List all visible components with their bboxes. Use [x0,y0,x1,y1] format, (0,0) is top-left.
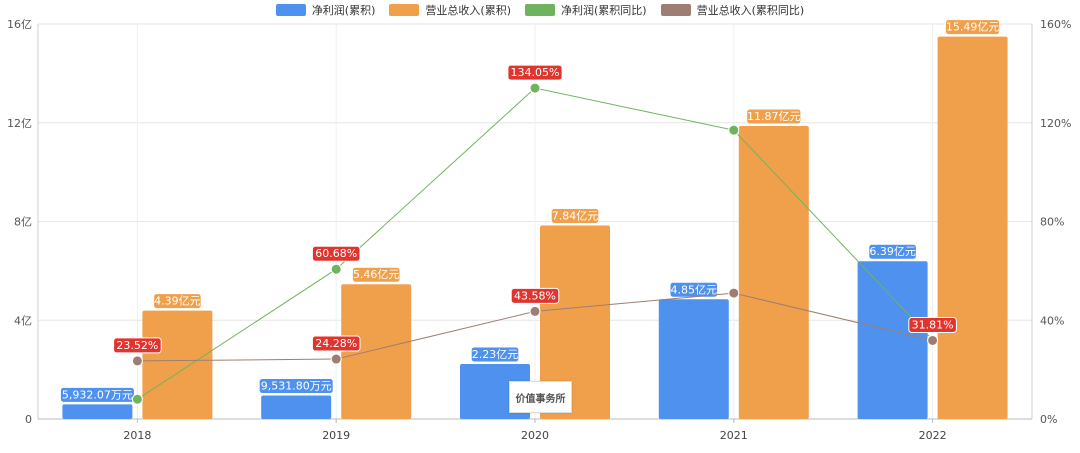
line-point [131,355,143,367]
legend-label-net-profit-yoy: 净利润(累积同比) [561,4,647,17]
bar-data-label-bg [945,19,1001,36]
bar-revenue [142,310,213,419]
x-tick-label: 2018 [123,429,151,442]
bar-revenue [540,225,610,419]
x-tick-label: 2020 [521,429,549,442]
y-right-tick-label: 120% [1040,117,1071,130]
legend-swatch-net-profit [275,4,306,16]
legend-item-net-profit[interactable]: 净利润(累积) [275,2,376,18]
x-tick-label: 2021 [720,429,748,442]
line-data-label: 31.81% [912,318,954,331]
watermark-logo: 价值事务所 [509,381,572,413]
line-data-label-bg [510,287,560,304]
bar-net-profit [261,395,332,419]
line-data-label-bg [113,337,162,354]
bar-revenue [341,284,412,419]
y-right-tick-label: 0% [1040,413,1057,426]
legend: 净利润(累积) 营业总收入(累积) 净利润(累积同比) 营业总收入(累积同比) [0,2,1080,18]
bar-data-label-bg [470,346,520,363]
y-left-tick-label: 8亿 [14,216,32,229]
bar-data-label: 6.39亿元 [869,245,916,258]
y-right-tick-label: 80% [1040,216,1064,229]
y-left-tick-label: 12亿 [7,117,32,130]
line-data-label: 43.58% [514,289,556,302]
bar-data-label-bg [351,266,401,283]
legend-item-revenue-yoy[interactable]: 营业总收入(累积同比) [660,2,805,18]
line-data-label: 134.05% [511,66,560,79]
y-left-tick-label: 4亿 [14,314,32,327]
line-data-label-bg [507,64,563,81]
y-left-tick-label: 16亿 [7,18,32,31]
legend-item-net-profit-yoy[interactable]: 净利润(累积同比) [525,2,647,18]
line-data-label-bg [311,245,361,262]
bar-data-label: 15.49亿元 [946,21,1000,34]
watermark-text: 价值事务所 [515,393,566,405]
legend-label-revenue: 营业总收入(累积) [425,4,511,17]
line-point [330,353,342,365]
x-tick-label: 2022 [919,429,947,442]
bar-data-label: 4.85亿元 [671,283,718,296]
line-data-label: 60.68% [315,247,357,260]
bar-data-label: 4.39亿元 [154,295,201,308]
legend-label-revenue-yoy: 营业总收入(累积同比) [696,4,805,17]
y-left-tick-label: 0 [25,413,32,426]
bar-data-label: 9,531.80万元 [261,379,332,392]
bar-data-label: 5.46亿元 [353,268,400,281]
bar-revenue [738,125,809,419]
bar-data-label-bg [258,377,334,394]
legend-item-revenue[interactable]: 营业总收入(累积) [389,2,511,18]
line-point [131,393,143,405]
y-right-tick-label: 160% [1040,18,1071,31]
legend-swatch-net-profit-yoy [525,4,555,16]
line-point [529,82,541,94]
bar-data-label: 11.87亿元 [747,110,801,123]
line-point [330,263,342,275]
legend-label-net-profit: 净利润(累积) [311,4,376,17]
legend-swatch-revenue [389,4,420,16]
line-point [529,305,541,317]
line-data-label-bg [311,335,361,352]
bar-data-label: 5,932.07万元 [62,388,133,401]
y-right-tick-label: 40% [1040,314,1064,327]
line-point [728,124,740,136]
line-data-label: 24.28% [315,337,357,350]
bar-net-profit [62,404,133,419]
bar-revenue [937,36,1008,419]
bar-data-label: 7.84亿元 [552,209,599,222]
bar-data-label-bg [868,243,917,260]
line-point [927,334,939,346]
x-tick-label: 2019 [322,429,350,442]
bar-data-label-bg [746,108,802,125]
line-data-label-bg [908,316,957,333]
bar-net-profit [857,261,928,419]
line-data-label: 23.52% [116,339,158,352]
bar-data-label-bg [153,293,202,310]
line-point [728,287,740,299]
bar-data-label: 2.23亿元 [472,348,519,361]
legend-swatch-revenue-yoy [660,4,691,16]
bar-data-label-bg [550,207,600,224]
bar-net-profit [658,299,729,419]
